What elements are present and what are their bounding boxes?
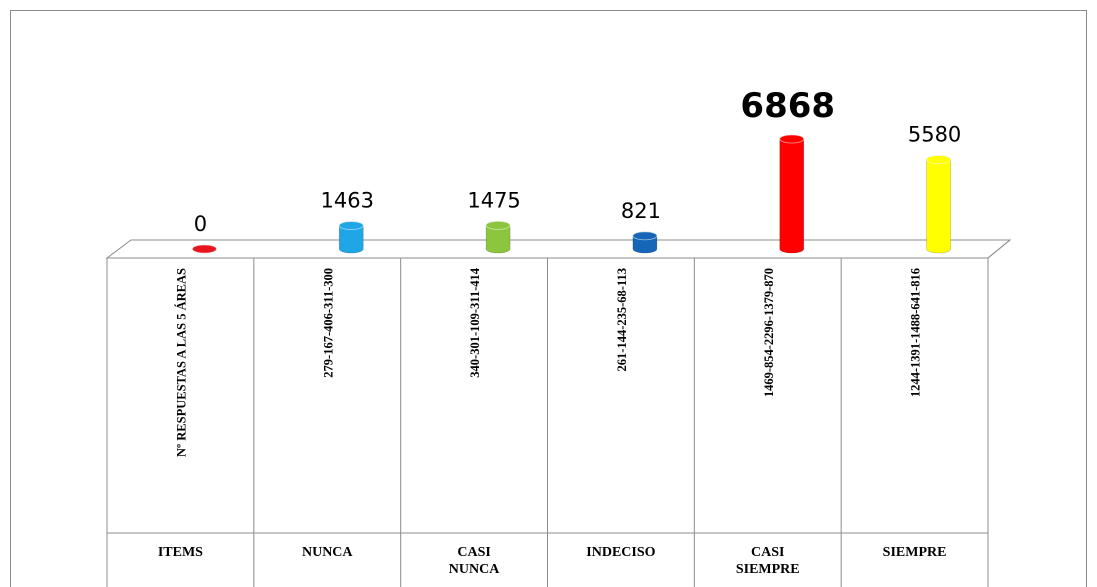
chart-border: [10, 10, 1087, 587]
column-label: ITEMS: [158, 545, 203, 560]
bar-cap: [779, 134, 805, 144]
value-label: 821: [621, 199, 661, 223]
category-label: 279-167-406-311-300: [321, 268, 335, 378]
value-label: 1475: [467, 188, 520, 212]
value-label: 5580: [908, 123, 961, 147]
column-label-line: CASI: [751, 545, 784, 560]
floor-edge: [987, 239, 1011, 259]
column-label: CASI NUNCA: [449, 545, 500, 577]
bar: [926, 155, 951, 254]
bar: [779, 134, 805, 254]
floor: [105, 239, 1012, 259]
value-label: 1463: [321, 189, 374, 213]
category-label: 1244-1391-1488-641-816: [909, 268, 923, 397]
column-label: NUNCA: [302, 545, 353, 560]
value-label: 6868: [740, 86, 835, 126]
bar-cap: [926, 155, 951, 165]
category-label: 261-144-235-68-113: [615, 268, 629, 371]
bar-cap: [192, 244, 217, 254]
column-label: INDECISO: [586, 545, 655, 560]
bar-cap: [485, 220, 511, 230]
column-label: SIEMPRE: [883, 545, 947, 560]
category-label: 340-301-109-311-414: [468, 267, 482, 377]
column-label-line: NUNCA: [449, 562, 500, 577]
bar-cap: [632, 231, 658, 241]
bar-cap: [338, 221, 364, 230]
column-label-line: SIEMPRE: [736, 562, 800, 577]
category-label: Nº RESPUESTAS A LAS 5 ÁREAS: [174, 268, 188, 457]
column-label-line: CASI: [457, 545, 490, 560]
value-label: 0: [194, 212, 207, 236]
column-label: CASI SIEMPRE: [736, 545, 800, 577]
category-label: 1469-854-2296-1379-870: [762, 268, 776, 397]
